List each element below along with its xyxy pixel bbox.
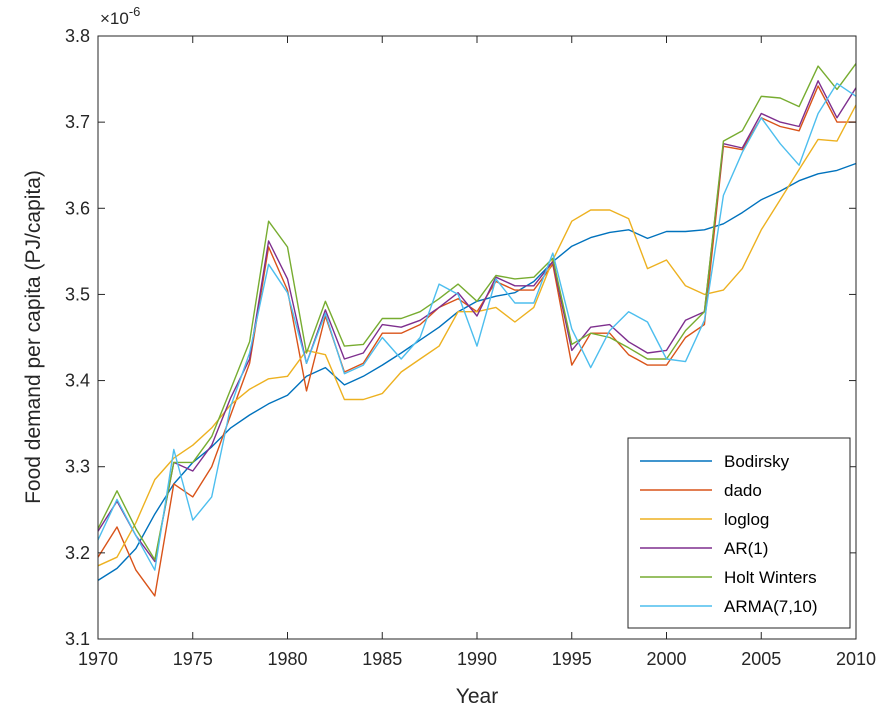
series-line-4 (97, 63, 857, 561)
series-line-3 (97, 80, 857, 563)
x-tick-label: 1995 (552, 649, 592, 669)
legend: Bodirsky dado loglog AR(1) Holt Winters ARMA(… (627, 437, 851, 629)
x-tick-label: 1980 (267, 649, 307, 669)
y-tick-label: 3.3 (65, 457, 90, 477)
y-tick-label: 3.7 (65, 112, 90, 132)
x-tick-label: 1985 (362, 649, 402, 669)
legend-box (627, 437, 851, 629)
y-tick-label: 3.8 (65, 26, 90, 46)
x-tick-label: 2005 (741, 649, 781, 669)
y-axis-multiplier: ×10-6 (100, 4, 140, 28)
y-axis-label: Food demand per capita (PJ/capita) (22, 170, 45, 504)
legend-label: Holt Winters (724, 568, 817, 587)
x-axis-label: Year (456, 685, 498, 708)
x-tick-label: 2000 (646, 649, 686, 669)
y-tick-label: 3.6 (65, 198, 90, 218)
x-tick-label: 2010 (836, 649, 876, 669)
ticks-layer: 1970 1975 1980 1985 1990 1995 2000 2005 2010 3.1 3… (65, 26, 876, 669)
series-line-5 (97, 82, 857, 571)
x-tick-label: 1990 (457, 649, 497, 669)
series-layer (97, 63, 857, 597)
y-tick-label: 3.2 (65, 543, 90, 563)
legend-label: loglog (724, 510, 769, 529)
y-tick-label: 3.4 (65, 371, 90, 391)
y-tick-label: 3.5 (65, 284, 90, 304)
legend-label: dado (724, 481, 762, 500)
x-tick-label: 1970 (78, 649, 118, 669)
legend-label: ARMA(7,10) (724, 597, 818, 616)
y-tick-label: 3.1 (65, 629, 90, 649)
x-tick-label: 1975 (173, 649, 213, 669)
legend-label: AR(1) (724, 539, 768, 558)
legend-label: Bodirsky (724, 452, 790, 471)
